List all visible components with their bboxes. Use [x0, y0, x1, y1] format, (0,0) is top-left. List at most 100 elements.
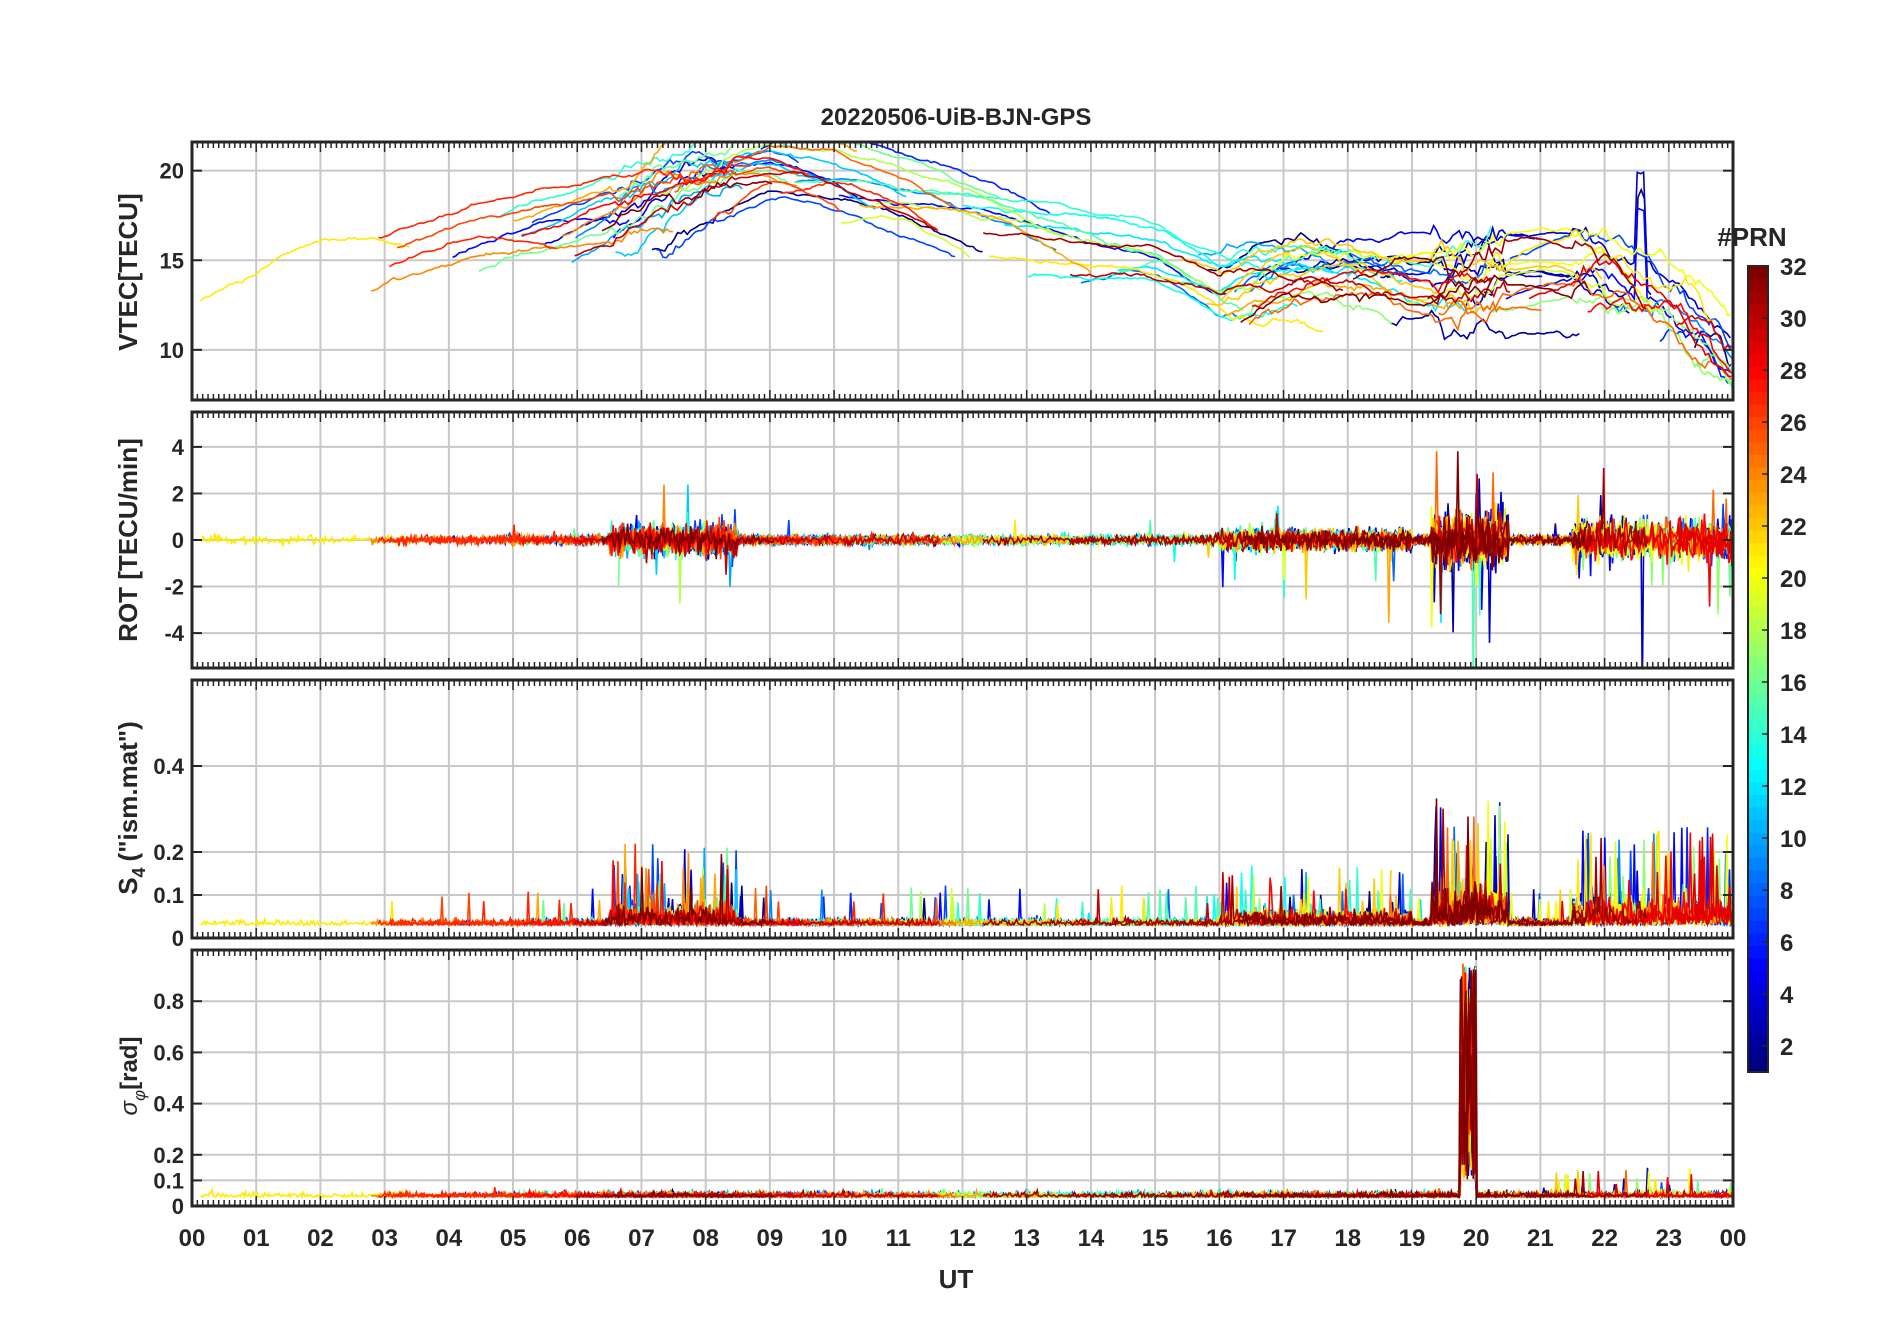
colorbar-segment	[1748, 555, 1768, 569]
colorbar-segment	[1748, 543, 1768, 557]
sigma-phi-panel: 00.10.2 0.4 0.6 0.8	[153, 948, 1735, 1219]
s4-prn-32-line	[601, 854, 775, 928]
colorbar-tick-label: 10	[1780, 826, 1807, 853]
colorbar-segment	[1748, 1009, 1768, 1023]
colorbar-tick-label: 18	[1780, 618, 1807, 645]
colorbar-segment	[1748, 505, 1768, 519]
sigma-phi-y-label-suffix: [rad]	[116, 1037, 143, 1090]
sigma_phi-y-tick-label: 0.4	[153, 1092, 184, 1117]
colorbar-segment	[1748, 782, 1768, 796]
vtec-prn-19-line	[841, 215, 971, 258]
vtec-prn-21-line	[200, 236, 410, 302]
x-tick-label: 20	[1463, 1225, 1490, 1252]
colorbar-segment	[1748, 807, 1768, 821]
x-tick-label: 23	[1655, 1225, 1682, 1252]
x-axis-label: UT	[939, 1264, 974, 1294]
rot-prn-32-line	[601, 523, 775, 560]
s4-y-label: S4 ("ism.mat")	[113, 721, 149, 895]
vtec-prn-21-line	[989, 255, 1324, 333]
s4-prn-31-line	[1427, 808, 1648, 927]
colorbar-segment	[1748, 354, 1768, 368]
vtec-prn-31-line	[982, 232, 1344, 292]
colorbar-segment	[1748, 845, 1768, 859]
colorbar-segment	[1748, 883, 1768, 897]
vtec-panel: 10 15 20	[160, 140, 1735, 402]
vtec-prn-30-line	[574, 170, 938, 257]
colorbar-segment	[1748, 517, 1768, 532]
s4-prn-28-line	[521, 860, 802, 928]
colorbar-tick-label: 30	[1780, 306, 1807, 333]
colorbar-segment	[1748, 971, 1768, 985]
rot-prn-32-line	[1352, 516, 1492, 562]
rot-prn-29-line	[1675, 522, 1733, 559]
colorbar-segment	[1748, 832, 1768, 846]
colorbar-segment	[1748, 694, 1768, 708]
vtec-prn-24-line	[370, 227, 673, 292]
vtec-prn-5-line	[452, 217, 630, 259]
colorbar-title: #PRN	[1717, 222, 1786, 252]
x-tick-label: 21	[1527, 1225, 1554, 1252]
sigma_phi-y-tick-label: 0.8	[153, 989, 184, 1014]
x-tick-label: 13	[1013, 1225, 1040, 1252]
s4-prn-32-line	[1352, 798, 1491, 927]
colorbar-segment	[1748, 946, 1768, 960]
colorbar-segment	[1748, 593, 1768, 607]
vtec-y-tick-label: 15	[160, 248, 184, 273]
colorbar-segment	[1748, 341, 1768, 355]
colorbar-segment	[1748, 983, 1768, 998]
colorbar-segment	[1748, 958, 1768, 972]
vtec-prn-21-line	[1488, 228, 1715, 322]
vtec-prn-18-line	[658, 143, 1065, 238]
sigma_phi-y-tick-label: 0.2	[153, 1143, 184, 1168]
colorbar-segment	[1748, 429, 1768, 443]
colorbar-segment	[1748, 568, 1768, 582]
vtec-prn-14-line	[495, 142, 789, 219]
vtec-prn-28-line	[1251, 268, 1494, 309]
vtec-prn-32-line	[1352, 255, 1492, 291]
x-tick-labels: 00 01 02 03 04 05 06 07 08 09 10 11 12 13 14 15 16 17 18 19…	[179, 1225, 1747, 1252]
colorbar-tick-label: 14	[1780, 722, 1807, 749]
colorbar-segment	[1748, 492, 1768, 506]
colorbar-segment	[1748, 933, 1768, 947]
s4-y-label-subscript: 4	[129, 867, 149, 877]
rot-y-label: ROT [TECU/min]	[113, 438, 143, 642]
x-tick-label: 19	[1399, 1225, 1426, 1252]
colorbar-segment	[1748, 996, 1768, 1010]
sigma_phi-prn-31-line	[982, 1187, 1345, 1199]
vtec-prn-26-line	[711, 180, 842, 221]
vtec-prn-29-line	[1528, 259, 1732, 378]
rot-y-tick-label: -2	[164, 575, 184, 600]
colorbar-segment	[1748, 366, 1768, 380]
colorbar-segment	[1748, 454, 1768, 469]
vtec-prn-25-line	[1248, 291, 1542, 332]
vtec-prn-20-line	[1260, 248, 1653, 303]
vtec-prn-27-line	[780, 181, 939, 232]
colorbar-tick-label: 24	[1780, 462, 1807, 489]
colorbar-segment	[1748, 631, 1768, 645]
colorbar-segment	[1748, 769, 1768, 783]
vtec-prn-22-line	[1181, 238, 1603, 280]
vtec-prn-16-line	[618, 142, 1002, 200]
colorbar-segment	[1748, 1059, 1768, 1073]
sigma_phi-prn-32-line	[1352, 969, 1492, 1200]
colorbar-segment	[1748, 316, 1768, 330]
vtec-prn-29-line	[1675, 314, 1731, 353]
vtec-prn-28-line	[521, 155, 802, 238]
colorbar-segment	[1748, 820, 1768, 834]
vtec-series-group	[200, 142, 1733, 390]
x-tick-label: 22	[1591, 1225, 1618, 1252]
vtec-prn-16-line	[478, 167, 788, 273]
rot-panel: -4 -2 0 2 4	[164, 410, 1735, 670]
x-tick-label: 12	[949, 1225, 976, 1252]
colorbar-segment	[1748, 757, 1768, 771]
colorbar-segment	[1748, 467, 1768, 481]
colorbar-tick-label: 22	[1780, 514, 1807, 541]
sigma_phi-y-tick-label: 0.1	[153, 1168, 184, 1193]
sigma-phi-y-label-symbol: σ	[116, 1099, 143, 1115]
colorbar-segment	[1748, 744, 1768, 758]
vtec-prn-23-line	[859, 204, 1092, 274]
vtec-prn-7-line	[656, 196, 956, 259]
x-tick-label: 08	[692, 1225, 719, 1252]
vtec-y-tick-label: 20	[160, 159, 184, 184]
